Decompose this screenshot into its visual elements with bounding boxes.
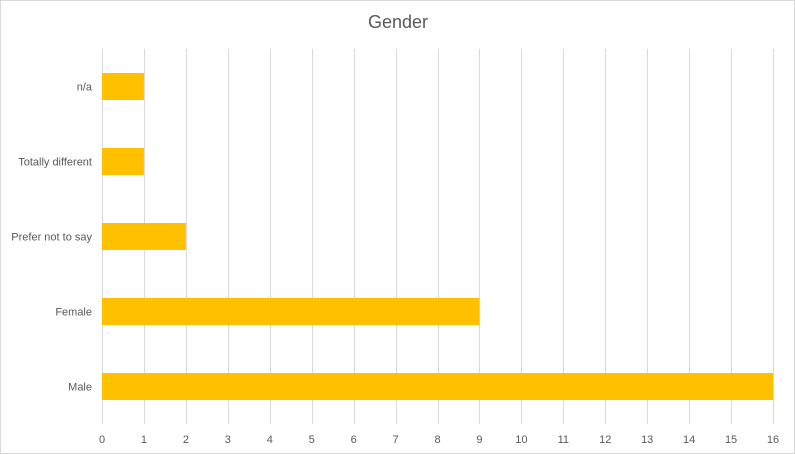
x-tick-label: 0 — [99, 434, 105, 446]
category-label: Prefer not to say — [11, 232, 92, 244]
x-tick-label: 13 — [641, 434, 653, 446]
bar-prefer-not-to-say — [102, 223, 186, 250]
category-label: Male — [68, 382, 92, 394]
bar-male — [102, 373, 773, 400]
x-tick-label: 14 — [683, 434, 695, 446]
chart-title: Gender — [368, 12, 428, 32]
bar-female — [102, 298, 480, 325]
x-tick-label: 16 — [767, 434, 779, 446]
category-labels: n/a Totally different Prefer not to say Fem… — [11, 82, 93, 394]
x-tick-label: 5 — [309, 434, 315, 446]
grid-lines — [102, 49, 774, 424]
x-tick-label: 2 — [183, 434, 189, 446]
x-tick-label: 12 — [599, 434, 611, 446]
x-tick-label: 6 — [351, 434, 357, 446]
x-tick-label: 4 — [267, 434, 273, 446]
x-tick-label: 8 — [434, 434, 440, 446]
bars — [102, 73, 773, 400]
x-tick-label: 1 — [141, 434, 147, 446]
x-tick-label: 10 — [515, 434, 527, 446]
x-tick-label: 15 — [725, 434, 737, 446]
category-label: n/a — [77, 82, 93, 94]
category-label: Female — [55, 307, 92, 319]
x-tick-label: 9 — [476, 434, 482, 446]
category-label: Totally different — [18, 157, 92, 169]
bar-totally-different — [102, 148, 144, 175]
x-tick-label: 11 — [558, 434, 569, 446]
x-tick-label: 7 — [393, 434, 399, 446]
bar-n-a — [102, 73, 144, 100]
x-tick-label: 3 — [225, 434, 231, 446]
x-tick-labels: 0 1 2 3 4 5 6 7 8 9 10 11 12 13 14 15 16 — [99, 434, 779, 446]
